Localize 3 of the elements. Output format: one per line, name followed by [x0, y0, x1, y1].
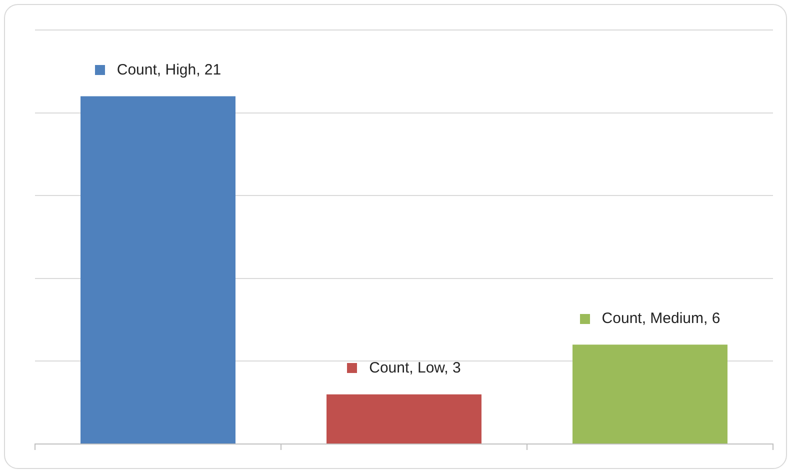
data-label: Count, Medium, 6 [602, 310, 720, 327]
data-label: Count, High, 21 [116, 61, 222, 78]
data-label: Count, Low, 3 [369, 359, 461, 376]
